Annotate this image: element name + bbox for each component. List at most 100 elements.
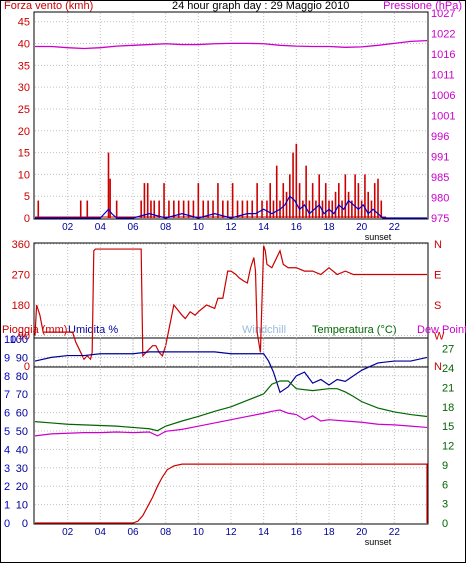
temperature-tick-label: 12 (442, 441, 454, 453)
lower-x-tick-label: 12 (225, 527, 237, 538)
direction-tick-label: 180 (12, 300, 30, 312)
temperature-tick-label: 18 (442, 402, 454, 414)
pressure-tick-label: 975 (431, 213, 449, 225)
pressure-tick-label: 1001 (431, 111, 455, 123)
lower-x-tick-label: 14 (258, 527, 270, 538)
rain-tick-label: 5 (4, 426, 10, 438)
wind-tick-label: 20 (18, 126, 30, 138)
wind-tick-label: 45 (18, 17, 30, 29)
pressure-tick-label: 980 (431, 193, 449, 205)
humidity-tick-label: 100 (10, 334, 28, 346)
humidity-tick-label: 90 (16, 352, 28, 364)
wind-x-tick-label: 08 (160, 222, 172, 233)
compass-tick-label: E (434, 270, 441, 282)
humidity-tick-label: 40 (16, 444, 28, 456)
humidity-axis-label: Umidita % (68, 324, 118, 336)
temperature-line (34, 380, 428, 432)
wind-x-tick-label: 18 (323, 222, 335, 233)
temperature-tick-label: 24 (442, 363, 454, 375)
humidity-tick-label: 30 (16, 463, 28, 475)
lower-x-tick-label: 18 (323, 527, 335, 538)
lower-x-tick-label: 20 (356, 527, 368, 538)
temperature-tick-label: 27 (442, 344, 454, 356)
pressure-tick-label: 1027 (431, 8, 455, 20)
wind-tick-label: 15 (18, 148, 30, 160)
wind-x-tick-label: 04 (95, 222, 107, 233)
wind-x-tick-label: 02 (62, 222, 74, 233)
rain-line (35, 463, 428, 524)
wind-tick-label: 0 (24, 213, 30, 225)
lower-x-tick-label: 06 (127, 527, 139, 538)
chart-title: 24 hour graph day : 29 Maggio 2010 (172, 0, 349, 12)
temperature-legend: Temperatura (°C) (312, 324, 396, 336)
lower-x-tick-label: 16 (291, 527, 303, 538)
direction-tick-label: 360 (12, 239, 30, 251)
lower-x-tick-label: 10 (193, 527, 205, 538)
temperature-tick-label: 21 (442, 382, 454, 394)
pressure-axis-label: Pressione (hPa) (383, 0, 462, 12)
wind-x-tick-label: 22 (389, 222, 401, 233)
humidity-tick-label: 20 (16, 481, 28, 493)
wind-tick-label: 30 (18, 82, 30, 94)
wind-axis-label: Forza vento (kmh) (4, 0, 93, 12)
humidity-tick-label: 50 (16, 426, 28, 438)
pressure-tick-label: 1016 (431, 49, 455, 61)
rain-tick-label: 3 (4, 463, 10, 475)
rain-tick-label: 0 (4, 518, 10, 530)
lower-x-tick-label: 22 (389, 527, 401, 538)
humidity-tick-label: 0 (22, 518, 28, 530)
wind-tick-label: 25 (18, 104, 30, 116)
temperature-tick-label: 6 (442, 479, 448, 491)
humidity-tick-label: 60 (16, 408, 28, 420)
rain-tick-label: 1 (4, 500, 10, 512)
compass-tick-label: N (434, 239, 442, 251)
humidity-line (34, 351, 428, 394)
wind-x-tick-label: 14 (258, 222, 270, 233)
temperature-tick-label: 15 (442, 421, 454, 433)
dewpoint-legend: Dew Point (417, 324, 466, 336)
lower-x-tick-label: 02 (62, 527, 74, 538)
wind-tick-label: 35 (18, 60, 30, 72)
wind-x-tick-label: 16 (291, 222, 303, 233)
wind-panel-frame (33, 11, 429, 220)
temperature-tick-label: 3 (442, 499, 448, 511)
compass-tick-label: W (434, 331, 445, 343)
rain-tick-label: 4 (4, 444, 10, 456)
pressure-tick-label: 991 (431, 152, 449, 164)
gust-line (35, 195, 427, 219)
temperature-tick-label: 0 (442, 518, 448, 530)
lower-x-tick-label: 08 (160, 527, 172, 538)
compass-tick-label: S (434, 300, 441, 312)
compass-tick-label: N (434, 361, 442, 373)
rain-tick-label: 10 (4, 334, 16, 346)
rain-tick-label: 7 (4, 389, 10, 401)
wind-tick-label: 40 (18, 39, 30, 51)
rain-tick-label: 8 (4, 371, 10, 383)
wind-x-tick-label: 12 (225, 222, 237, 233)
wind-tick-label: 10 (18, 169, 30, 181)
pressure-line (35, 39, 428, 50)
wind-x-tick-label: 20 (356, 222, 368, 233)
lower-sunset-label: sunset (365, 537, 392, 547)
wind-tick-label: 5 (24, 191, 30, 203)
direction-tick-label: 90 (18, 331, 30, 343)
wind-x-tick-label: 06 (127, 222, 139, 233)
humidity-tick-label: 80 (16, 371, 28, 383)
rain-tick-label: 2 (4, 481, 10, 493)
windchill-legend: Windchill (242, 324, 286, 336)
direction-tick-label: 270 (12, 270, 30, 282)
pressure-tick-label: 996 (431, 131, 449, 143)
humidity-tick-label: 10 (16, 500, 28, 512)
dewpoint-line (34, 409, 428, 437)
sunset-label: sunset (365, 232, 392, 242)
direction-line (34, 245, 427, 361)
rain-tick-label: 9 (4, 352, 10, 364)
pressure-tick-label: 985 (431, 172, 449, 184)
pressure-tick-label: 1011 (431, 70, 455, 82)
lower-x-tick-label: 04 (95, 527, 107, 538)
rain-tick-label: 6 (4, 408, 10, 420)
wind-x-tick-label: 10 (193, 222, 205, 233)
temperature-tick-label: 9 (442, 460, 448, 472)
